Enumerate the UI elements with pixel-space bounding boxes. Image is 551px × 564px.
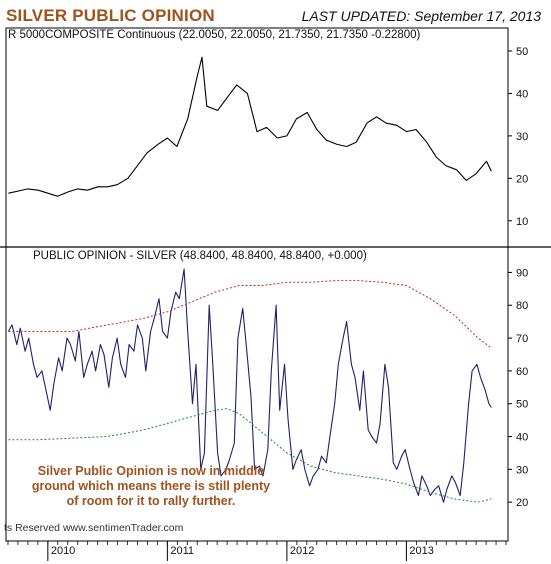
annotation-line: ground which means there is still plenty bbox=[31, 479, 271, 493]
opinion-panel-title: PUBLIC OPINION - SILVER (48.8400, 48.840… bbox=[33, 250, 367, 262]
annotation-note: Silver Public Opinion is now in middle g… bbox=[6, 464, 296, 509]
x-tick-label: 2012 bbox=[290, 545, 314, 557]
y-tick-label: 90 bbox=[516, 267, 528, 279]
price-panel: 10 20 30 40 50 bbox=[8, 46, 528, 228]
x-axis: 2010 2011 2012 2013 bbox=[7, 541, 507, 561]
y-tick-label: 80 bbox=[516, 300, 528, 312]
opinion-series-line bbox=[7, 268, 492, 503]
page-title: SILVER PUBLIC OPINION bbox=[6, 6, 215, 25]
y-tick-label: 60 bbox=[516, 366, 528, 378]
y-tick-label: 30 bbox=[516, 131, 528, 143]
y-tick-label: 20 bbox=[516, 173, 528, 185]
y-tick-label: 30 bbox=[516, 464, 528, 476]
x-tick-label: 2010 bbox=[51, 545, 75, 557]
x-tick-label: 2013 bbox=[409, 545, 433, 557]
upper-band-line bbox=[8, 280, 492, 349]
copyright-text: ts Reserved www.sentimenTrader.com bbox=[4, 522, 184, 534]
y-tick-label: 70 bbox=[516, 333, 528, 345]
x-tick-label: 2011 bbox=[170, 545, 194, 557]
y-tick-label: 10 bbox=[516, 216, 528, 228]
y-tick-label: 40 bbox=[516, 88, 528, 100]
last-updated: LAST UPDATED: September 17, 2013 bbox=[301, 8, 541, 24]
annotation-line: of room for it to rally further. bbox=[66, 494, 236, 508]
y-tick-label: 40 bbox=[516, 432, 528, 444]
annotation-line: Silver Public Opinion is now in middle bbox=[37, 464, 265, 478]
y-tick-label: 50 bbox=[516, 46, 528, 58]
opinion-panel: 20 30 40 50 60 70 80 90 bbox=[7, 267, 528, 509]
y-tick-label: 20 bbox=[516, 497, 528, 509]
y-tick-label: 50 bbox=[516, 399, 528, 411]
price-series-line bbox=[8, 56, 492, 197]
price-panel-title: R 5000COMPOSITE Continuous (22.0050, 22.… bbox=[8, 29, 421, 41]
